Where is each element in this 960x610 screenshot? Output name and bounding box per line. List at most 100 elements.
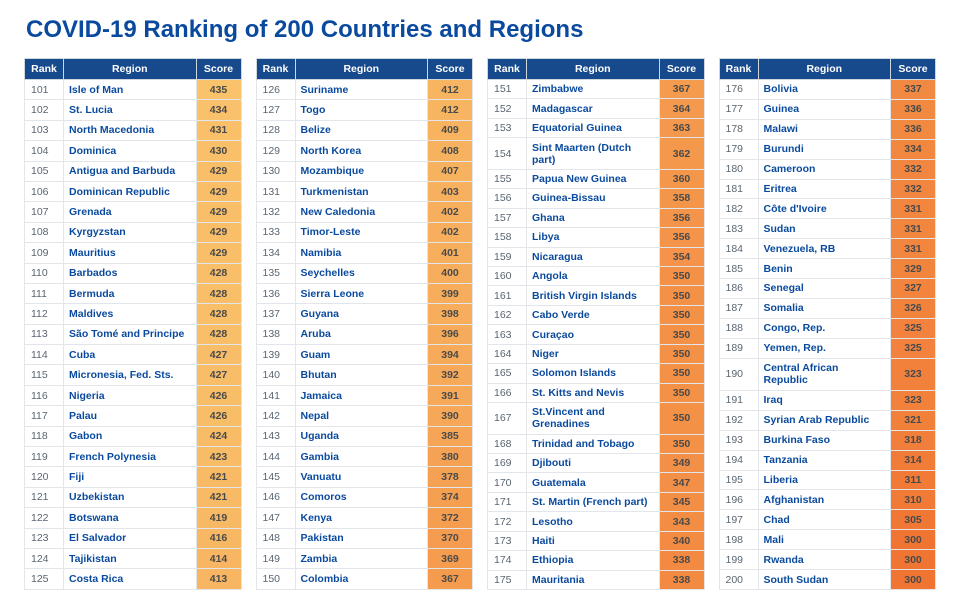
- score-cell: 369: [428, 548, 473, 568]
- region-cell: Haiti: [527, 531, 660, 550]
- region-cell: Kyrgyzstan: [64, 222, 197, 242]
- table-row: 145Vanuatu378: [256, 467, 473, 487]
- table-row: 147Kenya372: [256, 508, 473, 528]
- region-cell: Uzbekistan: [64, 487, 197, 507]
- region-cell: Liberia: [758, 470, 891, 490]
- table-row: 200South Sudan300: [719, 570, 936, 590]
- column-header-region: Region: [527, 59, 660, 80]
- region-cell: Papua New Guinea: [527, 169, 660, 188]
- region-cell: Iraq: [758, 390, 891, 410]
- score-cell: 362: [659, 138, 704, 170]
- region-cell: Jamaica: [295, 385, 428, 405]
- score-cell: 394: [428, 345, 473, 365]
- region-cell: Seychelles: [295, 263, 428, 283]
- score-cell: 416: [196, 528, 241, 548]
- score-cell: 340: [659, 531, 704, 550]
- table-row: 131Turkmenistan403: [256, 181, 473, 201]
- rank-cell: 102: [25, 100, 64, 120]
- score-cell: 300: [891, 570, 936, 590]
- score-cell: 360: [659, 169, 704, 188]
- region-cell: Gambia: [295, 447, 428, 467]
- region-cell: Lesotho: [527, 512, 660, 531]
- region-cell: Timor-Leste: [295, 222, 428, 242]
- rank-cell: 130: [256, 161, 295, 181]
- region-cell: Micronesia, Fed. Sts.: [64, 365, 197, 385]
- table-row: 173Haiti340: [488, 531, 705, 550]
- score-cell: 321: [891, 410, 936, 430]
- column-header-rank: Rank: [256, 59, 295, 80]
- rank-cell: 136: [256, 283, 295, 303]
- rank-cell: 125: [25, 569, 64, 590]
- score-cell: 305: [891, 510, 936, 530]
- score-cell: 349: [659, 454, 704, 473]
- region-cell: Gabon: [64, 426, 197, 446]
- rank-cell: 172: [488, 512, 527, 531]
- region-cell: Eritrea: [758, 179, 891, 199]
- rank-cell: 120: [25, 467, 64, 487]
- score-cell: 426: [196, 406, 241, 426]
- rank-cell: 188: [719, 318, 758, 338]
- score-cell: 429: [196, 181, 241, 201]
- region-cell: Trinidad and Tobago: [527, 434, 660, 453]
- column-header-rank: Rank: [488, 59, 527, 80]
- table-row: 179Burundi334: [719, 139, 936, 159]
- column-header-region: Region: [758, 59, 891, 80]
- score-cell: 398: [428, 304, 473, 324]
- region-cell: Pakistan: [295, 528, 428, 548]
- score-cell: 354: [659, 247, 704, 266]
- table-row: 133Timor-Leste402: [256, 222, 473, 242]
- table-row: 114Cuba427: [25, 345, 242, 365]
- region-cell: Vanuatu: [295, 467, 428, 487]
- region-cell: Burkina Faso: [758, 430, 891, 450]
- table-row: 137Guyana398: [256, 304, 473, 324]
- table-row: 193Burkina Faso318: [719, 430, 936, 450]
- table-row: 194Tanzania314: [719, 450, 936, 470]
- table-row: 172Lesotho343: [488, 512, 705, 531]
- table-row: 120Fiji421: [25, 467, 242, 487]
- region-cell: Zambia: [295, 548, 428, 568]
- region-cell: North Macedonia: [64, 120, 197, 140]
- column-header-score: Score: [659, 59, 704, 80]
- region-cell: Chad: [758, 510, 891, 530]
- table-row: 152Madagascar364: [488, 99, 705, 118]
- region-cell: Costa Rica: [64, 569, 197, 590]
- rank-cell: 142: [256, 406, 295, 426]
- region-cell: Barbados: [64, 263, 197, 283]
- score-cell: 358: [659, 189, 704, 208]
- region-cell: Burundi: [758, 139, 891, 159]
- score-cell: 350: [659, 403, 704, 435]
- score-cell: 331: [891, 219, 936, 239]
- score-cell: 331: [891, 239, 936, 259]
- table-row: 168Trinidad and Tobago350: [488, 434, 705, 453]
- region-cell: British Virgin Islands: [527, 286, 660, 305]
- score-cell: 338: [659, 570, 704, 589]
- score-cell: 413: [196, 569, 241, 590]
- table-row: 136Sierra Leone399: [256, 283, 473, 303]
- region-cell: Mauritania: [527, 570, 660, 589]
- region-cell: St. Lucia: [64, 100, 197, 120]
- score-cell: 350: [659, 383, 704, 402]
- region-cell: French Polynesia: [64, 447, 197, 467]
- rank-cell: 105: [25, 161, 64, 181]
- rank-cell: 111: [25, 283, 64, 303]
- rank-cell: 182: [719, 199, 758, 219]
- rank-cell: 153: [488, 118, 527, 137]
- score-cell: 363: [659, 118, 704, 137]
- score-cell: 407: [428, 161, 473, 181]
- rank-cell: 135: [256, 263, 295, 283]
- rank-cell: 129: [256, 141, 295, 161]
- rank-cell: 131: [256, 181, 295, 201]
- table-row: 188Congo, Rep.325: [719, 318, 936, 338]
- region-cell: Bermuda: [64, 283, 197, 303]
- rank-cell: 144: [256, 447, 295, 467]
- region-cell: Belize: [295, 120, 428, 140]
- region-cell: Dominican Republic: [64, 181, 197, 201]
- table-row: 151Zimbabwe367: [488, 80, 705, 99]
- region-cell: Ghana: [527, 208, 660, 227]
- table-row: 101Isle of Man435: [25, 80, 242, 100]
- table-row: 110Barbados428: [25, 263, 242, 283]
- score-cell: 364: [659, 99, 704, 118]
- region-cell: Togo: [295, 100, 428, 120]
- region-cell: Guatemala: [527, 473, 660, 492]
- region-cell: Mauritius: [64, 243, 197, 263]
